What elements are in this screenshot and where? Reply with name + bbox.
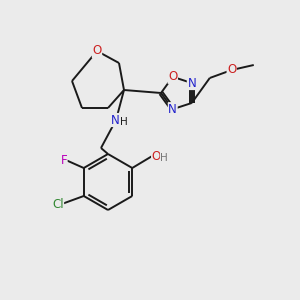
Text: H: H (120, 117, 128, 127)
Text: N: N (188, 76, 196, 89)
Text: O: O (227, 64, 236, 76)
Text: H: H (160, 153, 168, 163)
Text: F: F (60, 154, 67, 166)
Text: O: O (92, 44, 102, 58)
Text: N: N (111, 113, 119, 127)
Text: O: O (152, 149, 161, 163)
Text: O: O (168, 70, 177, 83)
Text: Cl: Cl (52, 197, 64, 211)
Text: N: N (168, 103, 177, 116)
